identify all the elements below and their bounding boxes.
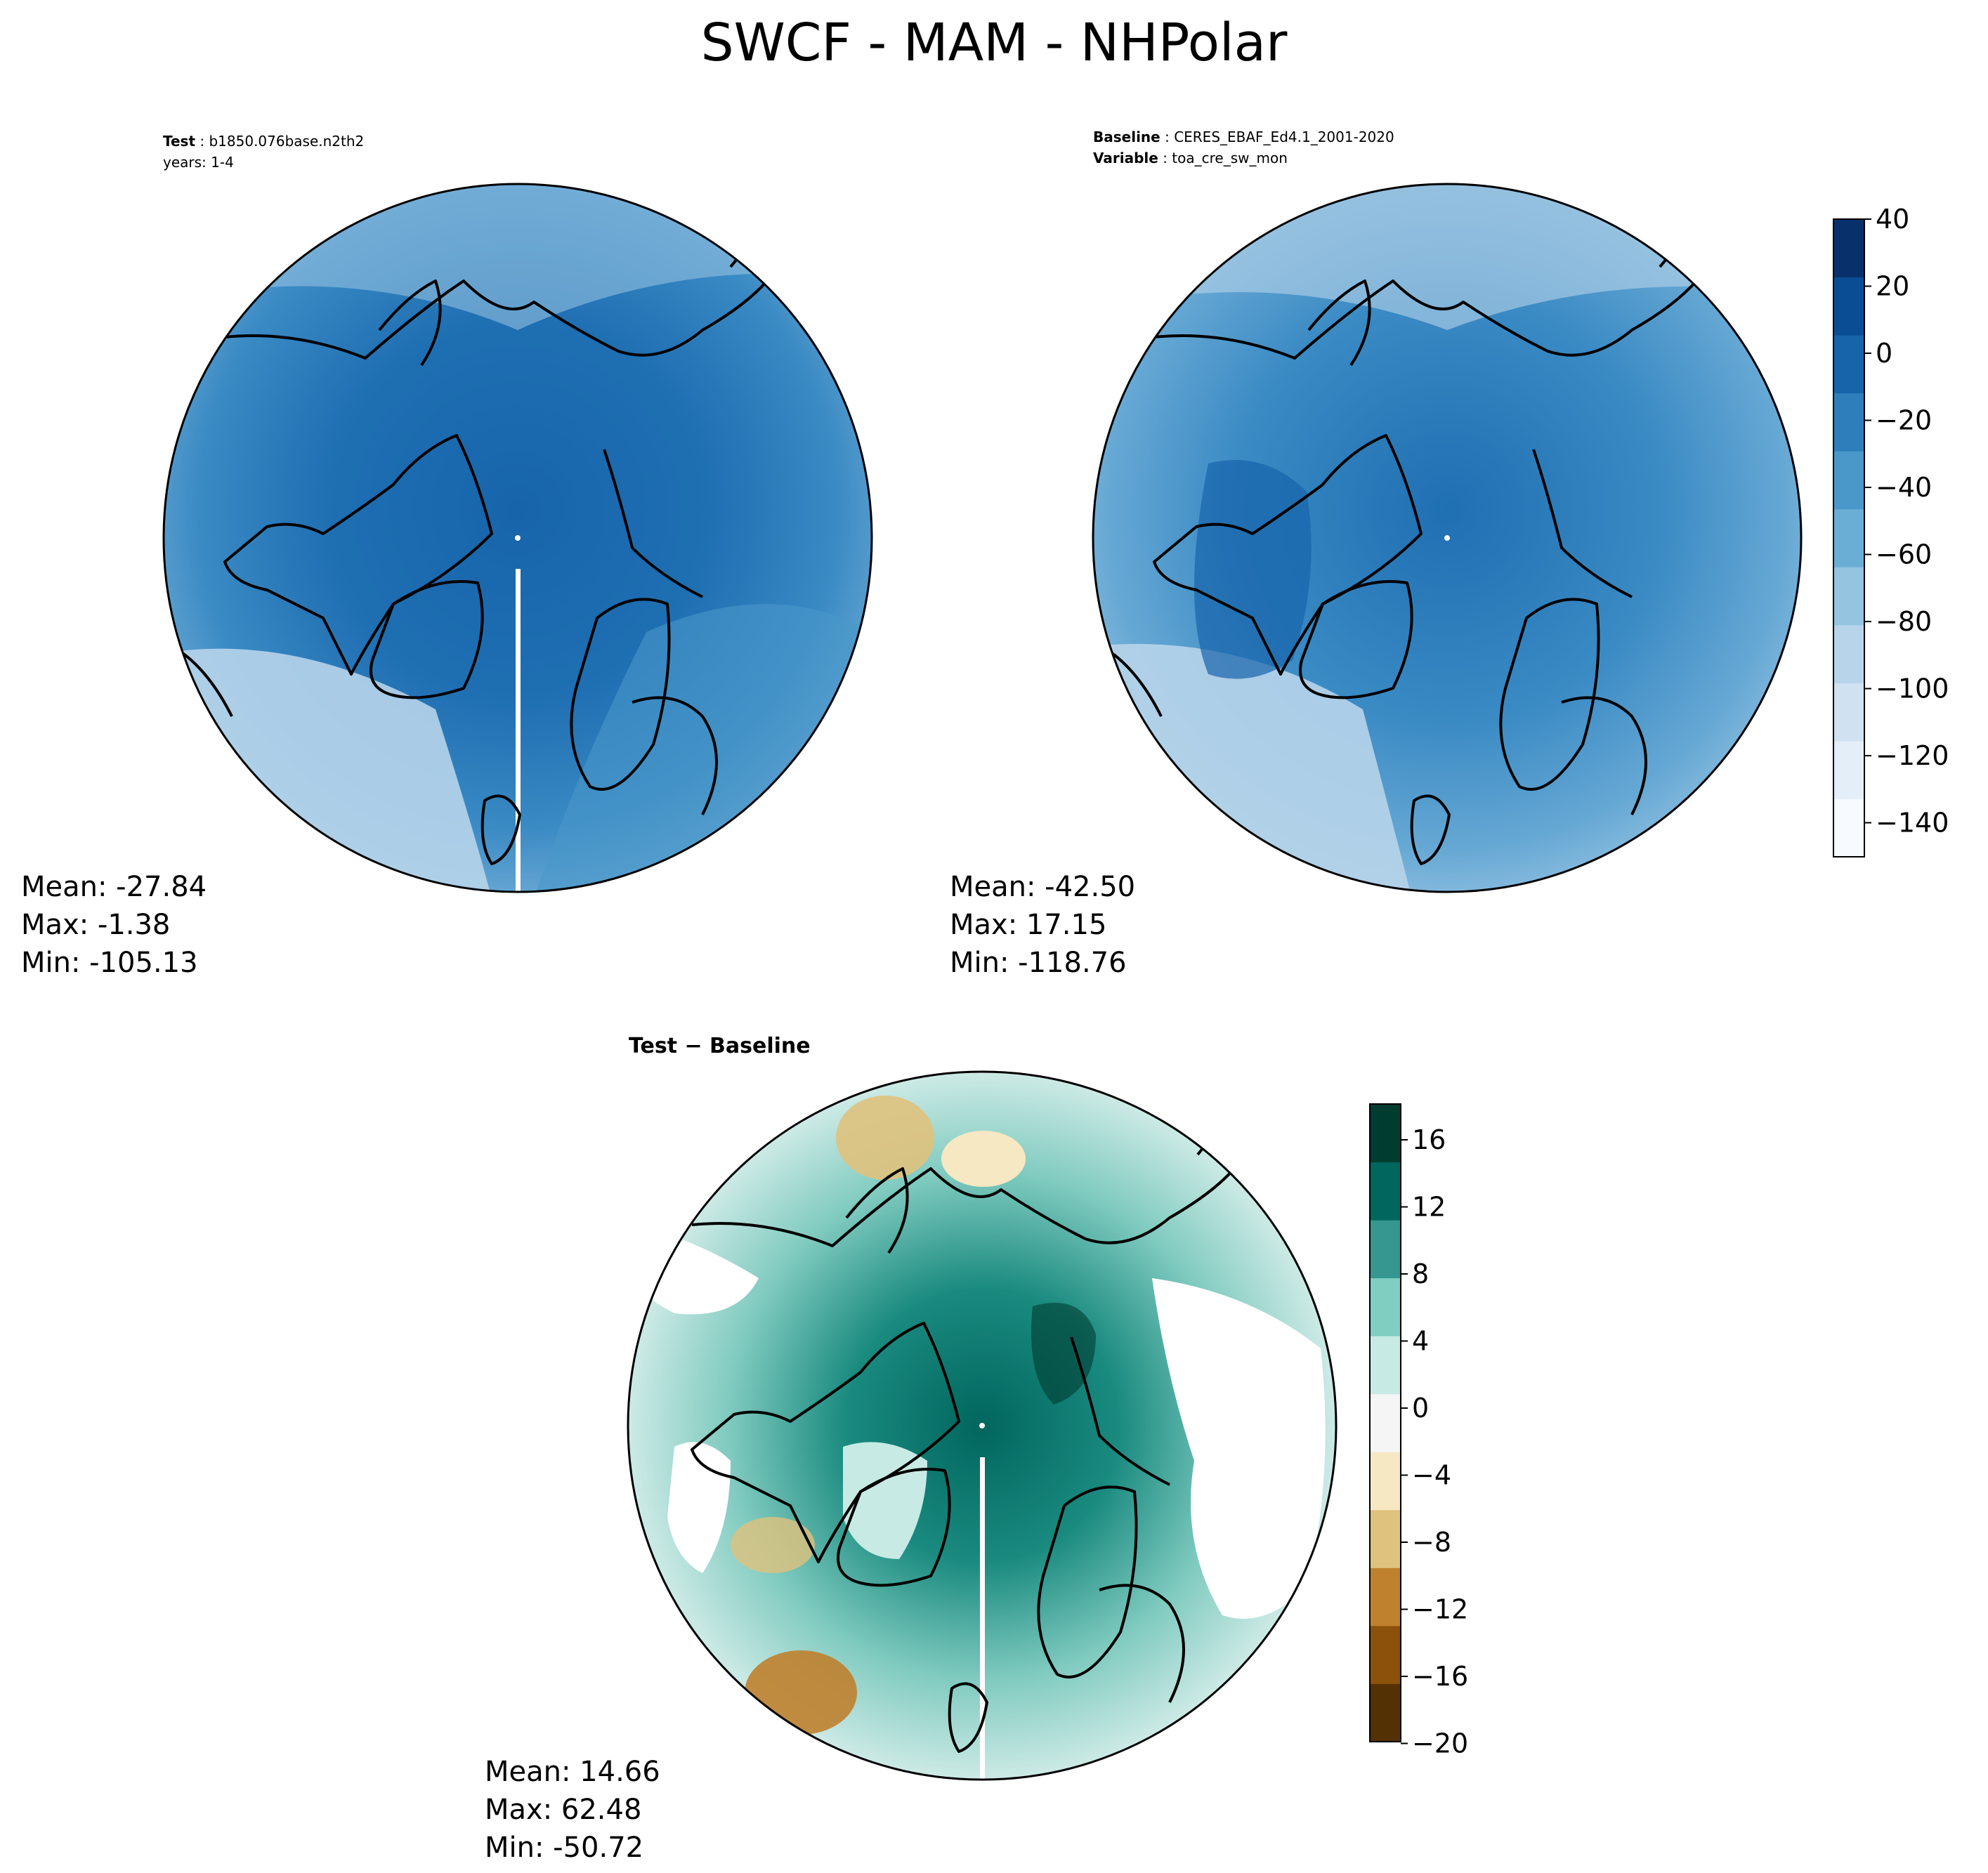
baseline-map bbox=[1092, 183, 1803, 893]
diff-map bbox=[627, 1070, 1338, 1781]
diff-colorbar-tick-label: −4 bbox=[1412, 1460, 1451, 1491]
main-colorbar-tick-label: −80 bbox=[1876, 606, 1932, 637]
diff-colorbar-tick-label: −8 bbox=[1412, 1527, 1451, 1558]
main-colorbar-segment bbox=[1833, 508, 1864, 567]
baseline-min: Min: -118.76 bbox=[950, 947, 1127, 979]
main-colorbar-tick-label: −60 bbox=[1876, 539, 1932, 570]
diff-colorbar-tick-label: 4 bbox=[1412, 1326, 1429, 1357]
baseline-mean: Mean: -42.50 bbox=[950, 871, 1136, 903]
baseline-label: Baseline bbox=[1093, 129, 1160, 145]
diff-mean: Mean: 14.66 bbox=[485, 1756, 660, 1788]
main-colorbar-tick-label: −40 bbox=[1876, 472, 1932, 503]
test-mean: Mean: -27.84 bbox=[21, 871, 207, 903]
diff-colorbar-segment bbox=[1370, 1104, 1401, 1163]
main-colorbar-frame bbox=[1833, 218, 1865, 857]
baseline-variable: toa_cre_sw_mon bbox=[1172, 150, 1288, 166]
diff-colorbar-segment bbox=[1370, 1277, 1401, 1336]
test-label: Test bbox=[163, 133, 196, 150]
diff-colorbar-tick-label: 0 bbox=[1412, 1393, 1429, 1424]
main-colorbar-segment bbox=[1833, 624, 1864, 683]
test-max: Max: -1.38 bbox=[21, 909, 171, 941]
diff-colorbar-segment bbox=[1370, 1336, 1401, 1395]
test-header: Test : b1850.076base.n2th2 years: 1-4 bbox=[163, 131, 364, 173]
diff-colorbar-segment bbox=[1370, 1162, 1401, 1221]
baseline-name: CERES_EBAF_Ed4.1_2001-2020 bbox=[1174, 129, 1394, 145]
test-min: Min: -105.13 bbox=[21, 947, 198, 979]
main-colorbar-tick-label: −20 bbox=[1876, 405, 1932, 436]
diff-colorbar-tick-label: 12 bbox=[1412, 1192, 1446, 1223]
diff-min: Min: -50.72 bbox=[485, 1832, 644, 1864]
main-colorbar-tick-label: −100 bbox=[1876, 673, 1949, 704]
main-colorbar-segment bbox=[1833, 219, 1864, 278]
diff-title: Test − Baseline bbox=[629, 1034, 811, 1058]
diff-colorbar-segment bbox=[1370, 1220, 1401, 1279]
main-colorbar-segment bbox=[1833, 393, 1864, 452]
diff-colorbar-tick-label: −12 bbox=[1412, 1594, 1468, 1625]
diff-colorbar-tick-label: −16 bbox=[1412, 1661, 1468, 1692]
figure-title: SWCF - MAM - NHPolar bbox=[700, 13, 1288, 73]
baseline-max: Max: 17.15 bbox=[950, 909, 1107, 941]
diff-stats: Mean: 14.66 Max: 62.48 Min: -50.72 bbox=[485, 1753, 660, 1867]
main-colorbar-segment bbox=[1833, 277, 1864, 336]
diff-colorbar-segment bbox=[1370, 1683, 1401, 1742]
main-colorbar-tick-label: 0 bbox=[1876, 338, 1892, 369]
test-years: years: 1-4 bbox=[163, 154, 234, 171]
test-map bbox=[162, 183, 873, 893]
main-colorbar: 40 20 0 −20 −40 −60 −80 −100 −120 −140 bbox=[1833, 204, 1949, 857]
diff-colorbar-frame bbox=[1369, 1103, 1401, 1742]
main-colorbar-segment bbox=[1833, 740, 1864, 799]
diff-colorbar-tick-label: −20 bbox=[1412, 1728, 1468, 1759]
diff-colorbar-tick-label: 8 bbox=[1412, 1258, 1429, 1289]
diff-colorbar-segment bbox=[1370, 1625, 1401, 1684]
baseline-header: Baseline : CERES_EBAF_Ed4.1_2001-2020 Va… bbox=[1093, 129, 1394, 166]
main-colorbar-tick-label: −140 bbox=[1876, 808, 1949, 839]
main-colorbar-segment bbox=[1833, 567, 1864, 626]
diff-colorbar: 16 12 8 4 0 −4 −8 −12 −16 −20 bbox=[1369, 1103, 1468, 1759]
main-colorbar-segment bbox=[1833, 335, 1864, 394]
main-colorbar-tick-label: −120 bbox=[1876, 740, 1949, 771]
baseline-variable-label: Variable bbox=[1093, 150, 1158, 166]
test-name: b1850.076base.n2th2 bbox=[209, 133, 365, 150]
diff-colorbar-segment bbox=[1370, 1509, 1401, 1568]
main-colorbar-tick-label: 20 bbox=[1876, 271, 1909, 302]
main-colorbar-segment bbox=[1833, 451, 1864, 510]
diff-colorbar-segment bbox=[1370, 1568, 1401, 1626]
diff-max: Max: 62.48 bbox=[485, 1794, 642, 1826]
main-colorbar-segment bbox=[1833, 683, 1864, 742]
main-colorbar-segment bbox=[1833, 799, 1864, 857]
diff-colorbar-segment bbox=[1370, 1393, 1401, 1452]
diff-colorbar-segment bbox=[1370, 1452, 1401, 1511]
baseline-stats: Mean: -42.50 Max: 17.15 Min: -118.76 bbox=[950, 868, 1135, 982]
main-colorbar-tick-label: 40 bbox=[1876, 204, 1909, 235]
diff-colorbar-tick-label: 16 bbox=[1412, 1124, 1446, 1155]
test-stats: Mean: -27.84 Max: -1.38 Min: -105.13 bbox=[21, 868, 207, 982]
